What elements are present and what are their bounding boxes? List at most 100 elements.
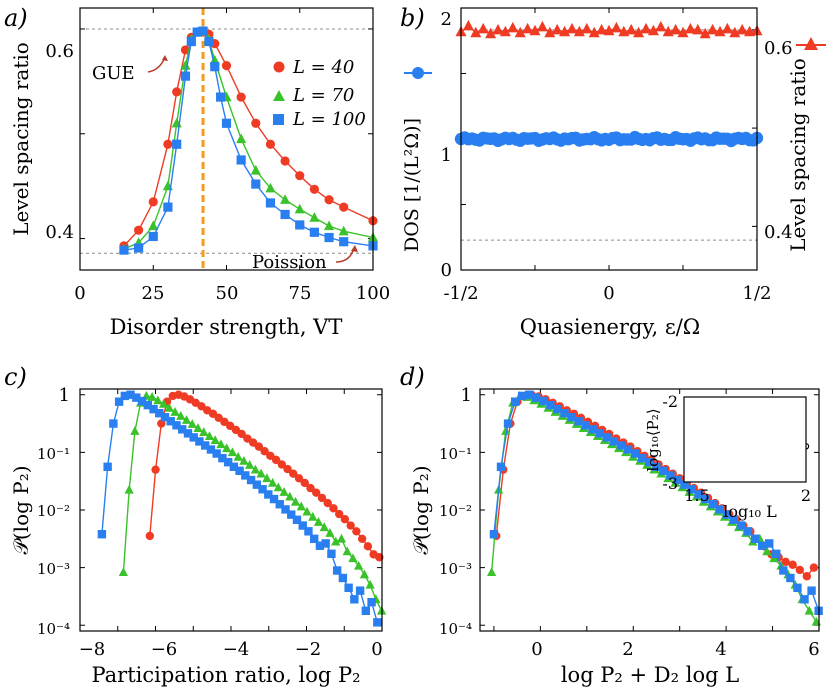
distribution-point-red bbox=[237, 429, 246, 439]
distribution-point-blue bbox=[310, 534, 319, 544]
panel-c: c) 𝒫(log P₂) Participation ratio, log P₂… bbox=[4, 363, 383, 687]
ratio-point bbox=[462, 19, 474, 31]
distribution-point-green bbox=[124, 484, 134, 494]
data-point-blue bbox=[119, 245, 129, 255]
panel-b-xtick: 0 bbox=[603, 283, 614, 304]
distribution-point-blue bbox=[149, 404, 158, 414]
collapsed-point-blue bbox=[722, 510, 732, 519]
distribution-point-blue bbox=[252, 480, 262, 489]
collapsed-point-blue bbox=[496, 462, 506, 471]
collapsed-point-green bbox=[762, 546, 772, 556]
panel-c-xtick: −8 bbox=[79, 639, 106, 660]
data-point-blue bbox=[295, 220, 305, 230]
distribution-point-red bbox=[357, 534, 367, 544]
inset: log₁₀⟨P₂⟩ log₁₀ L 1.5 2 -2 -3 bbox=[644, 392, 811, 521]
collapsed-point-blue bbox=[750, 534, 760, 544]
legend: L = 40 L = 70 L = 100 bbox=[273, 57, 366, 130]
collapsed-point-blue bbox=[637, 453, 647, 463]
data-point-green bbox=[265, 182, 276, 193]
panel-d-xtick: 4 bbox=[715, 639, 726, 660]
distribution-point-blue bbox=[287, 510, 296, 519]
ratio-point bbox=[707, 23, 719, 35]
ratio-point bbox=[655, 20, 667, 32]
distribution-point-red bbox=[300, 478, 309, 488]
collapsed-point-blue bbox=[743, 527, 753, 536]
distribution-point-red bbox=[277, 460, 287, 469]
distribution-point-blue bbox=[218, 453, 227, 463]
collapsed-point-blue bbox=[503, 419, 513, 428]
distribution-point-green bbox=[365, 579, 375, 589]
ratio-point bbox=[544, 26, 556, 38]
distribution-point-green bbox=[164, 402, 174, 412]
collapsed-point-blue bbox=[793, 583, 802, 592]
data-layer bbox=[79, 7, 823, 631]
distribution-point-blue bbox=[132, 393, 141, 402]
ratio-point bbox=[610, 21, 622, 33]
collapsed-point-blue bbox=[708, 500, 717, 509]
inset-ylabel: log₁₀⟨P₂⟩ bbox=[644, 408, 662, 471]
inset-frame bbox=[683, 396, 807, 483]
distribution-point-blue bbox=[235, 466, 244, 476]
collapsed-point-blue bbox=[694, 490, 703, 499]
distribution-point-blue bbox=[344, 583, 353, 592]
panel-d-tag: d) bbox=[400, 363, 425, 391]
ratio-point bbox=[507, 21, 519, 33]
distribution-point-blue bbox=[172, 421, 181, 430]
distribution-point-green bbox=[359, 569, 370, 579]
distribution-point-green bbox=[216, 439, 226, 449]
distribution-point-green bbox=[227, 447, 238, 457]
collapsed-point-blue bbox=[574, 417, 583, 426]
data-point-green bbox=[309, 212, 320, 222]
panel-c-ytick: 10⁻² bbox=[37, 502, 70, 520]
distribution-point-red bbox=[340, 515, 350, 524]
data-point-blue bbox=[216, 92, 226, 102]
ratio-point bbox=[640, 22, 652, 34]
data-point-blue bbox=[221, 118, 232, 128]
distribution-point-red bbox=[294, 474, 304, 483]
panel-d-ytick: 10⁻² bbox=[439, 502, 472, 520]
distribution-point-green bbox=[336, 533, 347, 543]
collapsed-point-blue bbox=[757, 541, 767, 550]
data-point-green bbox=[180, 60, 191, 70]
distribution-point-blue bbox=[298, 521, 307, 530]
distribution-point-green bbox=[181, 415, 192, 424]
distribution-point-green bbox=[233, 451, 243, 461]
distribution-point-blue bbox=[361, 606, 371, 616]
data-point-blue bbox=[180, 71, 191, 81]
panel-c-ytick: 10⁻⁴ bbox=[37, 620, 70, 638]
collapsed-point-blue bbox=[786, 573, 795, 583]
distribution-point-green bbox=[118, 567, 129, 577]
panel-a-tag: a) bbox=[4, 4, 28, 32]
distribution-point-blue bbox=[275, 500, 284, 509]
data-point-blue bbox=[192, 27, 202, 37]
distribution-point-green bbox=[153, 395, 163, 405]
distribution-point-blue bbox=[332, 566, 342, 575]
collapsed-point-blue bbox=[616, 441, 626, 450]
ratio-point bbox=[470, 26, 482, 38]
ratio-point bbox=[684, 22, 696, 34]
panel-c-ytick: 1 bbox=[59, 385, 70, 406]
distribution-point-blue bbox=[206, 445, 216, 454]
ratio-point bbox=[536, 20, 548, 32]
panel-a-xtick: 100 bbox=[356, 283, 390, 304]
collapsed-point-green bbox=[501, 426, 511, 435]
panel-b-ylabel-left: DOS [1/(L²Ω)] bbox=[401, 118, 423, 252]
distribution-point-red bbox=[157, 419, 166, 428]
collapsed-point-blue bbox=[489, 530, 499, 539]
panel-b-xtick: 1/2 bbox=[743, 283, 772, 304]
panel-c-frame bbox=[79, 388, 383, 632]
collapsed-point-blue bbox=[673, 475, 682, 485]
panel-d-xtick: 6 bbox=[808, 639, 819, 660]
distribution-point-green bbox=[222, 443, 232, 453]
distribution-point-blue bbox=[229, 462, 239, 471]
distribution-point-red bbox=[283, 464, 292, 474]
ratio-point bbox=[677, 26, 689, 38]
distribution-point-red bbox=[289, 469, 298, 478]
ratio-point bbox=[692, 23, 704, 35]
collapsed-point-blue bbox=[623, 445, 633, 454]
poisson-label: Poission bbox=[252, 252, 327, 273]
distribution-point-green bbox=[325, 528, 335, 537]
data-point-red bbox=[265, 139, 276, 149]
collapsed-point-blue bbox=[765, 539, 774, 548]
panel-b-ytick-left: 0 bbox=[441, 260, 452, 281]
